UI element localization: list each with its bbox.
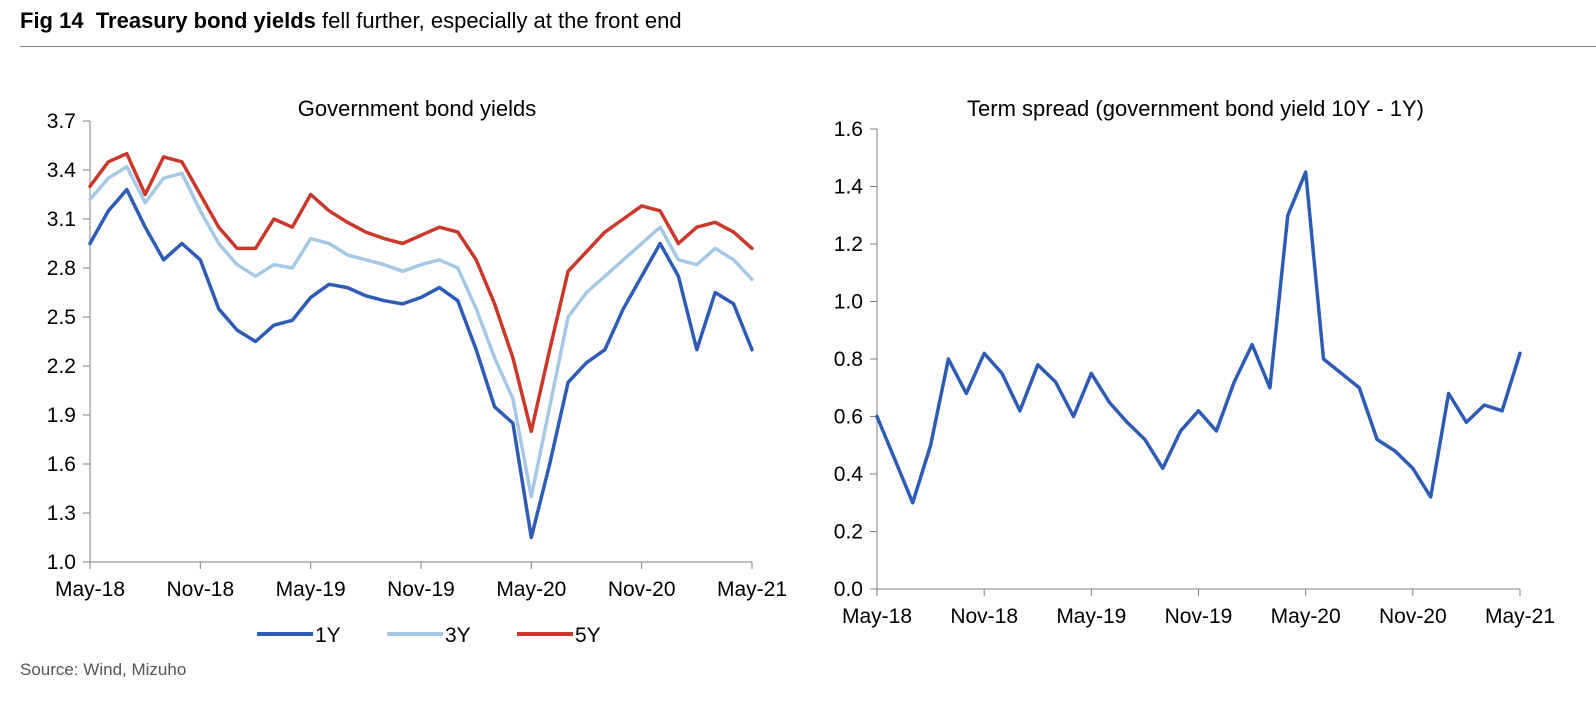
y-tick-label: 2.5 <box>47 306 76 329</box>
legend-label-3y: 3Y <box>445 624 471 647</box>
y-tick-label: 1.0 <box>47 551 76 574</box>
series-line-5y <box>88 151 754 434</box>
legend-label-1y: 1Y <box>315 624 341 647</box>
y-tick-label: 1.4 <box>834 176 864 199</box>
y-tick-label: 0.6 <box>834 406 863 429</box>
y-tick-label: 1.2 <box>834 233 863 256</box>
figure-number: Fig 14 <box>20 8 84 33</box>
x-tick-label: Nov-20 <box>608 578 676 601</box>
title-divider <box>20 46 1596 47</box>
y-tick-label: 1.9 <box>47 404 76 427</box>
figure-headline-rest: fell further, especially at the front en… <box>322 8 682 33</box>
y-tick-label: 1.3 <box>47 502 76 525</box>
x-tick-label: May-20 <box>1271 605 1341 628</box>
x-tick-label: Nov-18 <box>166 578 234 601</box>
x-tick-label: May-19 <box>276 578 346 601</box>
y-tick-label: 1.0 <box>834 291 863 314</box>
y-tick-label: 0.0 <box>834 578 863 601</box>
series-line-3y <box>88 164 754 499</box>
government-bond-yields-chart: Government bond yields 1.0 1.3 1.6 1.9 2.2 2.5… <box>47 96 787 647</box>
y-tick-label: 1.6 <box>47 453 76 476</box>
y-tick-label: 2.2 <box>47 355 76 378</box>
chart-title: Term spread (government bond yield 10Y -… <box>967 96 1424 121</box>
x-tick-label: Nov-20 <box>1379 605 1447 628</box>
x-tick-label: May-18 <box>842 605 912 628</box>
x-tick-label: May-19 <box>1056 605 1126 628</box>
series-line-series-1 <box>875 170 1522 505</box>
y-tick-label: 2.8 <box>47 257 76 280</box>
y-tick-label: 3.7 <box>47 110 76 133</box>
x-tick-label: May-20 <box>496 578 566 601</box>
series-line-1y <box>88 187 754 540</box>
y-tick-label: 3.4 <box>47 159 77 182</box>
chart-title: Government bond yields <box>298 96 536 121</box>
y-tick-label: 0.4 <box>834 463 864 486</box>
figure-headline-bold: Treasury bond yields <box>95 8 316 33</box>
x-tick-label: Nov-19 <box>1165 605 1233 628</box>
source-note: Source: Wind, Mizuho <box>20 660 187 679</box>
x-tick-label: Nov-18 <box>950 605 1018 628</box>
x-tick-label: May-21 <box>1485 605 1555 628</box>
y-tick-label: 1.6 <box>834 118 863 141</box>
y-tick-label: 0.2 <box>834 521 863 544</box>
y-tick-label: 3.1 <box>47 208 76 231</box>
x-tick-label: May-21 <box>717 578 787 601</box>
legend-label-5y: 5Y <box>575 624 601 647</box>
y-tick-label: 0.8 <box>834 348 863 371</box>
x-tick-label: Nov-19 <box>387 578 455 601</box>
figure-title: Fig 14 Treasury bond yields fell further… <box>20 8 682 34</box>
x-tick-label: May-18 <box>55 578 125 601</box>
